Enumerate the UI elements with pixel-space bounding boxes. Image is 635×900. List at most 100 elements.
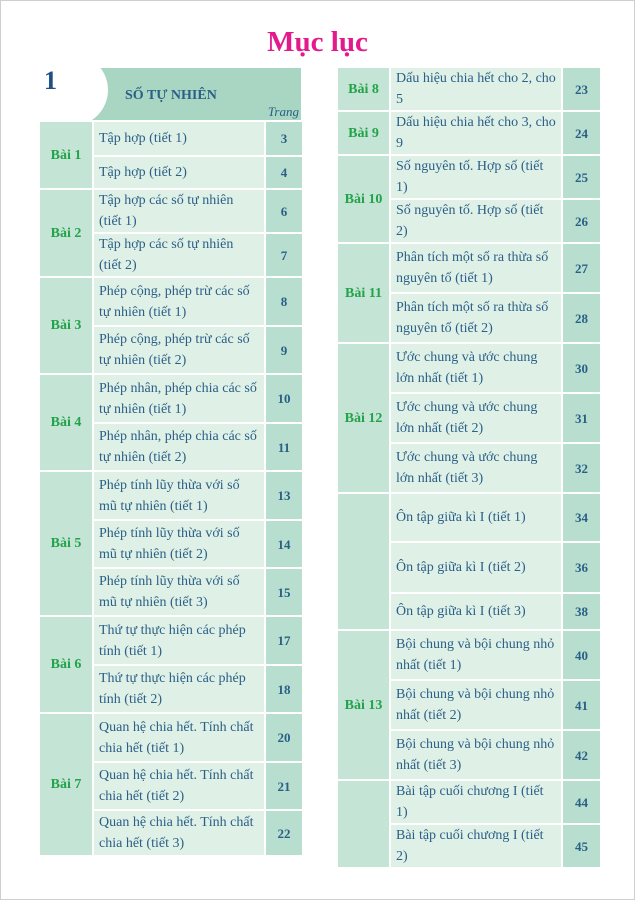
toc-entry-page: 21 (264, 761, 304, 811)
toc-entry-page: 32 (561, 442, 602, 494)
toc-row[interactable]: Bài 13 Bội chung và bội chung nhỏ nhất (t… (336, 629, 602, 781)
toc-row[interactable]: Bài 6 Thứ tự thực hiện các phép tính (tiế… (38, 615, 304, 714)
toc-row[interactable]: Phân tích một số ra thừa số nguyên tố (t… (337, 292, 602, 344)
toc-entry-title[interactable]: Ước chung và ước chung lớn nhất (tiết 3) (389, 442, 563, 494)
toc-entry-title[interactable]: Ước chung và ước chung lớn nhất (tiết 1) (389, 342, 563, 394)
toc-row[interactable]: Ôn tập giữa kì I (tiết 1) 34 (336, 492, 602, 631)
toc-row[interactable]: Bài 1 Tập hợp (tiết 1) 3 (38, 120, 304, 190)
toc-row[interactable]: Bài tập cuối chương I (tiết 1) 44 (336, 779, 602, 869)
toc-entry-title[interactable]: Phép nhân, phép chia các số tự nhiên (ti… (92, 422, 266, 472)
toc-entry-title[interactable]: Quan hệ chia hết. Tính chất chia hết (ti… (92, 761, 266, 811)
toc-entry-page: 15 (264, 567, 304, 617)
toc-row[interactable]: Phép tính lũy thừa với số mũ tự nhiên (t… (39, 519, 304, 569)
toc-entry-title[interactable]: Tập hợp (tiết 2) (92, 155, 266, 190)
toc-row[interactable]: Bội chung và bội chung nhỏ nhất (tiết 3)… (337, 729, 602, 781)
toc-row[interactable]: Bài 3 Phép cộng, phép trừ các số tự nhiên… (38, 276, 304, 375)
toc-row[interactable]: Phép tính lũy thừa với số mũ tự nhiên (t… (39, 567, 304, 617)
toc-entry-title[interactable]: Phép cộng, phép trừ các số tự nhiên (tiế… (92, 325, 266, 375)
toc-entry-page: 31 (561, 392, 602, 444)
toc-entry-title[interactable]: Dấu hiệu chia hết cho 3, cho 9 (389, 110, 563, 156)
toc-entry-title[interactable]: Ôn tập giữa kì I (tiết 1) (389, 492, 563, 543)
toc-entry-page: 25 (561, 154, 602, 200)
toc-row[interactable]: Quan hệ chia hết. Tính chất chia hết (ti… (39, 809, 304, 857)
toc-entry-title[interactable]: Phép cộng, phép trừ các số tự nhiên (tiế… (92, 276, 266, 327)
toc-row[interactable]: Tập hợp (tiết 2) 4 (39, 155, 304, 190)
toc-entry-page: 26 (561, 198, 602, 244)
toc-entry-title[interactable]: Số nguyên tố. Hợp số (tiết 1) (389, 154, 563, 200)
toc-entry-title[interactable]: Ước chung và ước chung lớn nhất (tiết 2) (389, 392, 563, 444)
toc-entry-title[interactable]: Phân tích một số ra thừa số nguyên tố (t… (389, 242, 563, 294)
toc-row[interactable]: Bài 4 Phép nhân, phép chia các số tự nhiê… (38, 373, 304, 472)
toc-row[interactable]: Phép cộng, phép trừ các số tự nhiên (tiế… (39, 325, 304, 375)
toc-row[interactable]: Ước chung và ước chung lớn nhất (tiết 3)… (337, 442, 602, 494)
toc-entry-title[interactable]: Quan hệ chia hết. Tính chất chia hết (ti… (92, 809, 266, 857)
toc-entry-title[interactable]: Phép tính lũy thừa với số mũ tự nhiên (t… (92, 567, 266, 617)
toc-row[interactable]: Bài 2 Tập hợp các số tự nhiên (tiết 1) 6 (38, 188, 304, 278)
toc-entry-title[interactable]: Quan hệ chia hết. Tính chất chia hết (ti… (92, 712, 266, 763)
lesson-label: Bài 8 (336, 66, 391, 112)
toc-entry-page: 38 (561, 592, 602, 631)
toc-row[interactable]: Số nguyên tố. Hợp số (tiết 2) 26 (337, 198, 602, 244)
toc-row[interactable]: Bài 7 Quan hệ chia hết. Tính chất chia hế… (38, 712, 304, 857)
toc-entry-title[interactable]: Số nguyên tố. Hợp số (tiết 2) (389, 198, 563, 244)
toc-entry-title[interactable]: Tập hợp các số tự nhiên (tiết 1) (92, 188, 266, 234)
toc-entry-title[interactable]: Bài tập cuối chương I (tiết 1) (389, 779, 563, 825)
toc-entry-title[interactable]: Thứ tự thực hiện các phép tính (tiết 1) (92, 615, 266, 666)
toc-entry-page: 27 (561, 242, 602, 294)
lesson-label (336, 779, 391, 869)
lesson-label: Bài 12 (336, 342, 391, 494)
toc-entry-page: 17 (264, 615, 304, 666)
toc-entry-title[interactable]: Dấu hiệu chia hết cho 2, cho 5 (389, 66, 563, 112)
lesson-label: Bài 3 (38, 276, 94, 375)
toc-row[interactable]: Ôn tập giữa kì I (tiết 3) 38 (337, 592, 602, 631)
toc-row[interactable]: Thứ tự thực hiện các phép tính (tiết 2) 1… (39, 664, 304, 714)
toc-entry-title[interactable]: Phép nhân, phép chia các số tự nhiên (ti… (92, 373, 266, 424)
toc-entry-page: 24 (561, 110, 602, 156)
lesson-label (336, 492, 391, 631)
toc-row[interactable]: Phép nhân, phép chia các số tự nhiên (ti… (39, 422, 304, 472)
toc-entry-title[interactable]: Thứ tự thực hiện các phép tính (tiết 2) (92, 664, 266, 714)
toc-row[interactable]: Quan hệ chia hết. Tính chất chia hết (ti… (39, 761, 304, 811)
toc-entry-page: 23 (561, 66, 602, 112)
toc-row[interactable]: Bài tập cuối chương I (tiết 2) 45 (337, 823, 602, 869)
toc-entry-title[interactable]: Bài tập cuối chương I (tiết 2) (389, 823, 563, 869)
toc-entry-title[interactable]: Tập hợp (tiết 1) (92, 120, 266, 157)
toc-row[interactable]: Bài 8 Dấu hiệu chia hết cho 2, cho 5 23 (336, 66, 602, 112)
toc-entry-title[interactable]: Phân tích một số ra thừa số nguyên tố (t… (389, 292, 563, 344)
toc-row[interactable]: Bài 11 Phân tích một số ra thừa số nguyên… (336, 242, 602, 344)
toc-entry-page: 8 (264, 276, 304, 327)
toc-entry-page: 9 (264, 325, 304, 375)
toc-entry-page: 10 (264, 373, 304, 424)
lesson-label: Bài 13 (336, 629, 391, 781)
toc-entry-title[interactable]: Bội chung và bội chung nhỏ nhất (tiết 3) (389, 729, 563, 781)
toc-entry-title[interactable]: Ôn tập giữa kì I (tiết 2) (389, 541, 563, 594)
toc-entry-title[interactable]: Tập hợp các số tự nhiên (tiết 2) (92, 232, 266, 278)
toc-entry-page: 34 (561, 492, 602, 543)
lesson-label: Bài 10 (336, 154, 391, 244)
toc-entry-page: 6 (264, 188, 304, 234)
toc-row[interactable]: Bài 10 Số nguyên tố. Hợp số (tiết 1) 25 (336, 154, 602, 244)
toc-entry-page: 44 (561, 779, 602, 825)
page-title: Mục lục (267, 26, 368, 58)
toc-row[interactable]: Ước chung và ước chung lớn nhất (tiết 2)… (337, 392, 602, 444)
toc-entry-page: 28 (561, 292, 602, 344)
toc-row[interactable]: Bội chung và bội chung nhỏ nhất (tiết 2)… (337, 679, 602, 731)
toc-entry-title[interactable]: Phép tính lũy thừa với số mũ tự nhiên (t… (92, 519, 266, 569)
toc-entry-page: 18 (264, 664, 304, 714)
toc-row[interactable]: Bài 9 Dấu hiệu chia hết cho 3, cho 9 24 (336, 110, 602, 156)
toc-entry-title[interactable]: Phép tính lũy thừa với số mũ tự nhiên (t… (92, 470, 266, 521)
toc-entry-page: 40 (561, 629, 602, 681)
lesson-label: Bài 4 (38, 373, 94, 472)
toc-entry-title[interactable]: Bội chung và bội chung nhỏ nhất (tiết 1) (389, 629, 563, 681)
chapter-header: 1 SỐ TỰ NHIÊN Trang (10, 54, 301, 126)
toc-row[interactable]: Ôn tập giữa kì I (tiết 2) 36 (337, 541, 602, 594)
toc-table-right: Bài 8 Dấu hiệu chia hết cho 2, cho 5 23 Bài… (336, 66, 602, 869)
toc-row[interactable]: Bài 12 Ước chung và ước chung lớn nhất (t… (336, 342, 602, 494)
toc-entry-title[interactable]: Ôn tập giữa kì I (tiết 3) (389, 592, 563, 631)
toc-entry-title[interactable]: Bội chung và bội chung nhỏ nhất (tiết 2) (389, 679, 563, 731)
lesson-label: Bài 11 (336, 242, 391, 344)
lesson-label: Bài 9 (336, 110, 391, 156)
toc-row[interactable]: Bài 5 Phép tính lũy thừa với số mũ tự nhi… (38, 470, 304, 617)
toc-row[interactable]: Tập hợp các số tự nhiên (tiết 2) 7 (39, 232, 304, 278)
chapter-number-badge: 1 (10, 54, 108, 126)
